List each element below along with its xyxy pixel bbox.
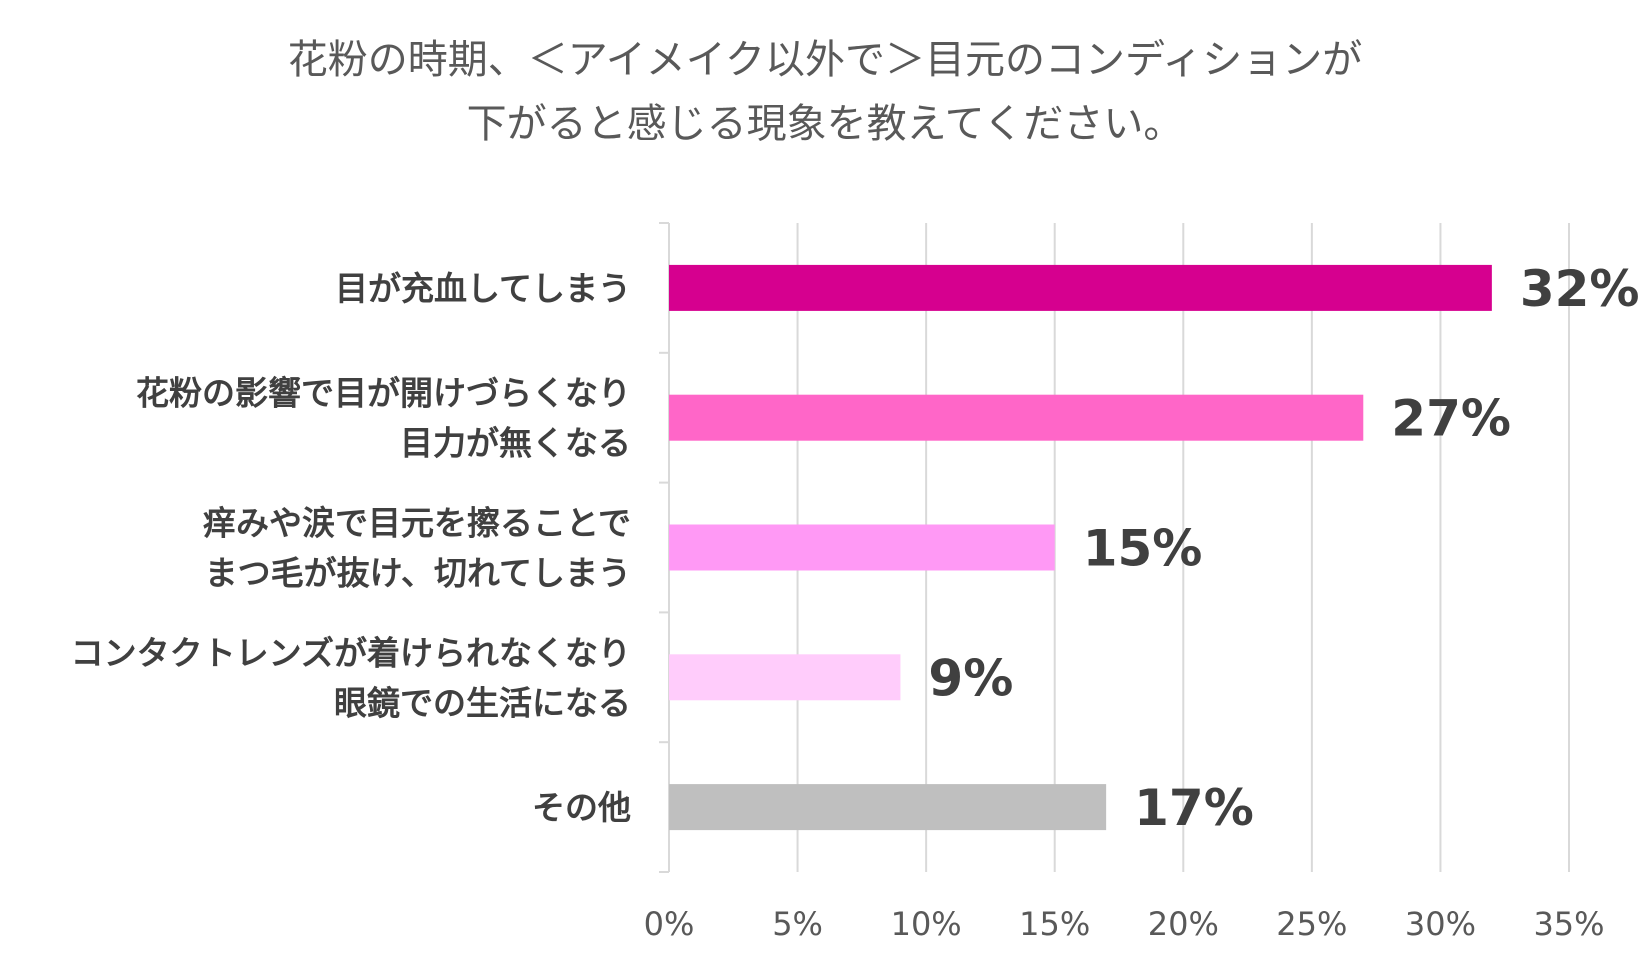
x-tick-label: 5% [772,905,823,943]
bar [669,524,1055,571]
x-tick-label: 35% [1533,905,1604,943]
chart-title-line-2: 下がると感じる現象を教えてください。 [466,101,1184,147]
category-label: 花粉の影響で目が開けづらくなり [136,374,631,413]
category-label: 目力が無くなる [400,424,631,463]
bar [669,394,1364,441]
category-label: 痒みや涙で目元を擦ることで [203,504,631,543]
category-label: その他 [532,788,631,827]
category-label: コンタクトレンズが着けられなくなり [71,633,631,672]
bar-value-label: 9% [928,649,1013,707]
bar [669,264,1492,311]
x-tick-label: 25% [1276,905,1347,943]
bar-value-label: 27% [1391,390,1511,448]
category-label: 眼鏡での生活になる [334,683,631,722]
x-tick-label: 30% [1405,905,1476,943]
x-tick-label: 10% [891,905,962,943]
bar-value-label: 32% [1520,260,1640,318]
bar-value-label: 17% [1134,779,1254,837]
category-label: まつ毛が抜け、切れてしまう [205,554,631,593]
x-tick-label: 0% [644,905,695,943]
x-tick-label: 20% [1148,905,1219,943]
category-label: 目が充血してしまう [335,269,631,308]
bar [669,784,1107,831]
bar-value-label: 15% [1083,520,1203,578]
bar [669,654,901,701]
x-tick-label: 15% [1019,905,1090,943]
chart-title: 花粉の時期、＜アイメイク以外で＞目元のコンディションが 下がると感じる現象を教え… [0,28,1650,156]
chart-title-line-1: 花粉の時期、＜アイメイク以外で＞目元のコンディションが [287,37,1363,83]
